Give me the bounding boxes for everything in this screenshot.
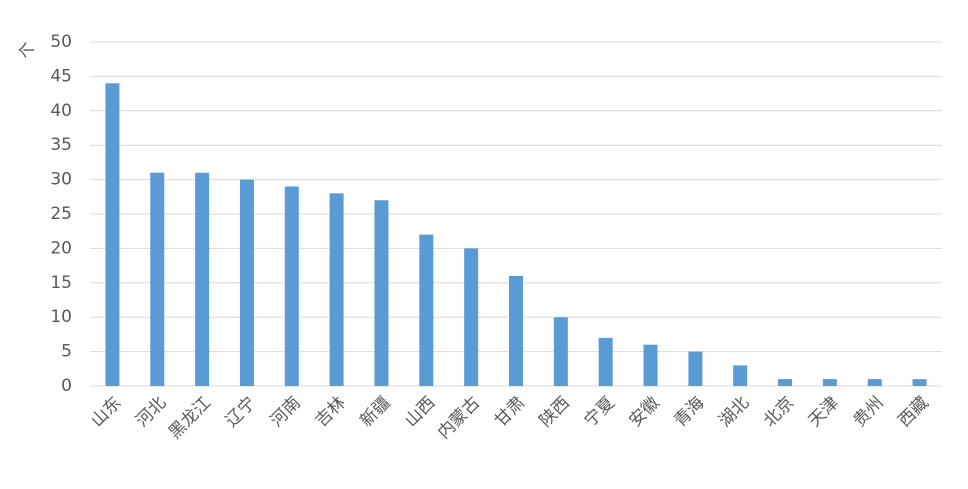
x-tick-label: 吉林	[312, 393, 350, 431]
bar	[598, 337, 613, 386]
x-tick-label: 西藏	[894, 393, 932, 431]
x-tick-label: 天津	[805, 393, 843, 431]
bar	[553, 317, 568, 386]
x-tick-label: 内蒙古	[434, 393, 484, 443]
y-tick-label: 35	[50, 135, 72, 155]
x-tick-label: 河北	[132, 393, 170, 431]
x-tick-label: 河南	[267, 393, 305, 431]
y-tick-label: 20	[50, 238, 72, 258]
y-tick-label: 30	[50, 170, 72, 190]
bar	[105, 83, 120, 386]
bar	[150, 172, 165, 386]
bar	[329, 193, 344, 386]
y-tick-label: 15	[50, 273, 72, 293]
x-tick-label: 宁夏	[581, 393, 619, 431]
bar	[688, 351, 703, 386]
y-tick-label: 25	[50, 204, 72, 224]
y-axis-label: 个	[18, 42, 38, 59]
x-tick-label: 新疆	[356, 393, 394, 431]
y-tick-label: 0	[61, 376, 72, 396]
x-tick-label: 黑龙江	[165, 393, 215, 443]
y-tick-label: 5	[61, 342, 72, 362]
x-tick-label: 青海	[670, 393, 708, 431]
bar	[195, 172, 210, 386]
bar	[509, 275, 523, 386]
y-tick-label: 40	[50, 101, 72, 121]
x-tick-label: 甘肃	[491, 393, 529, 431]
bar	[912, 379, 927, 386]
bar	[284, 186, 299, 386]
x-tick-label: 贵州	[850, 393, 888, 431]
bar	[239, 179, 254, 386]
bar	[822, 379, 837, 386]
x-tick-label: 山西	[401, 393, 439, 431]
bar	[733, 365, 748, 386]
x-tick-label: 安徽	[625, 393, 663, 431]
y-tick-label: 45	[50, 66, 72, 86]
y-tick-label: 50	[50, 32, 72, 52]
bar	[374, 200, 389, 386]
bar	[464, 248, 479, 386]
bar	[419, 234, 434, 386]
y-tick-label: 10	[50, 307, 72, 327]
bar	[867, 379, 882, 386]
x-tick-label: 北京	[760, 393, 798, 431]
x-tick-label: 辽宁	[222, 393, 260, 431]
bar	[778, 379, 793, 386]
x-tick-label: 湖北	[715, 393, 753, 431]
x-tick-label: 山东	[87, 393, 125, 431]
x-tick-label: 陕西	[536, 393, 574, 431]
bar	[643, 344, 658, 386]
